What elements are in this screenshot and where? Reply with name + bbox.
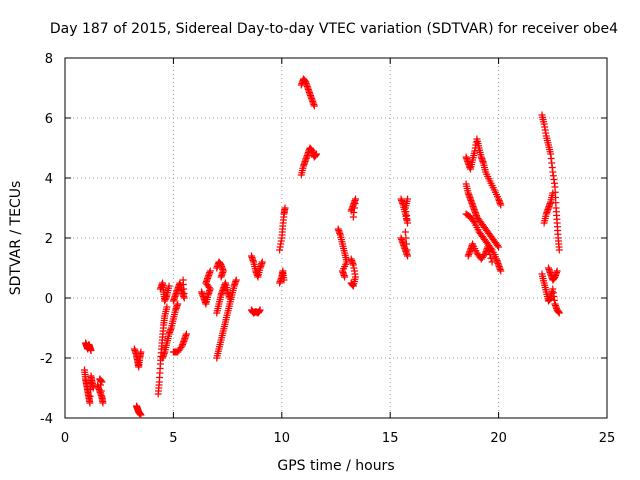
data-point [470, 218, 478, 225]
data-point [312, 150, 320, 158]
data-point [402, 234, 410, 242]
data-point [258, 258, 266, 266]
axis-ticks [64, 57, 608, 419]
data-point [98, 378, 106, 386]
x-tick-label: 25 [599, 431, 616, 446]
data-points [81, 75, 563, 419]
data-point [485, 247, 493, 255]
y-tick-label: 2 [45, 232, 53, 247]
data-point [349, 213, 357, 221]
data-point [87, 347, 95, 354]
data-point [486, 251, 494, 258]
data-point [165, 282, 173, 290]
data-point [310, 102, 318, 110]
data-point [487, 254, 495, 262]
data-point [217, 273, 225, 281]
data-point [497, 267, 505, 275]
data-point [182, 330, 190, 338]
data-point [174, 300, 182, 308]
data-point [177, 344, 185, 351]
data-point [163, 303, 171, 311]
grid-lines [65, 58, 607, 418]
y-tick-label: 4 [45, 172, 53, 187]
data-point [256, 306, 264, 314]
data-point [402, 240, 410, 248]
data-point [347, 279, 355, 287]
data-point [484, 243, 492, 251]
x-tick-label: 5 [169, 431, 177, 446]
data-point [137, 411, 145, 419]
data-point [404, 195, 412, 203]
data-point [555, 309, 563, 317]
data-point [179, 276, 187, 284]
data-point [280, 276, 288, 284]
data-point [495, 243, 503, 251]
data-point [86, 392, 94, 400]
y-tick-label: 6 [45, 112, 53, 127]
y-tick-label: -2 [40, 352, 53, 367]
data-point [341, 273, 349, 281]
data-point [494, 242, 502, 249]
data-point [99, 399, 107, 407]
data-point [226, 294, 234, 302]
data-point [98, 393, 106, 401]
x-axis-label: GPS time / hours [277, 458, 394, 474]
data-point [549, 189, 557, 197]
data-point [553, 267, 561, 275]
data-point [404, 252, 412, 260]
x-tick-label: 10 [274, 431, 291, 446]
data-point [401, 228, 409, 236]
data-point [86, 399, 94, 407]
axis-tick-labels: 0 5 10 15 20 25 -4 -2 0 2 4 6 8 [40, 52, 615, 446]
y-axis-label: SDTVAR / TECUs [8, 181, 24, 296]
data-point [206, 267, 214, 275]
data-point [488, 258, 496, 266]
data-point [97, 387, 105, 395]
data-point [137, 348, 145, 356]
x-tick-label: 20 [490, 431, 507, 446]
data-point [497, 201, 505, 209]
chart-title: Day 187 of 2015, Sidereal Day-to-day VTE… [50, 21, 618, 37]
data-point [281, 204, 289, 212]
data-point [232, 276, 240, 284]
y-tick-label: -4 [40, 412, 53, 427]
y-tick-label: 8 [45, 52, 53, 67]
data-point [555, 246, 563, 254]
x-tick-label: 15 [382, 431, 399, 446]
x-tick-label: 0 [61, 431, 69, 446]
data-point [403, 246, 411, 254]
y-tick-label: 0 [45, 292, 53, 307]
